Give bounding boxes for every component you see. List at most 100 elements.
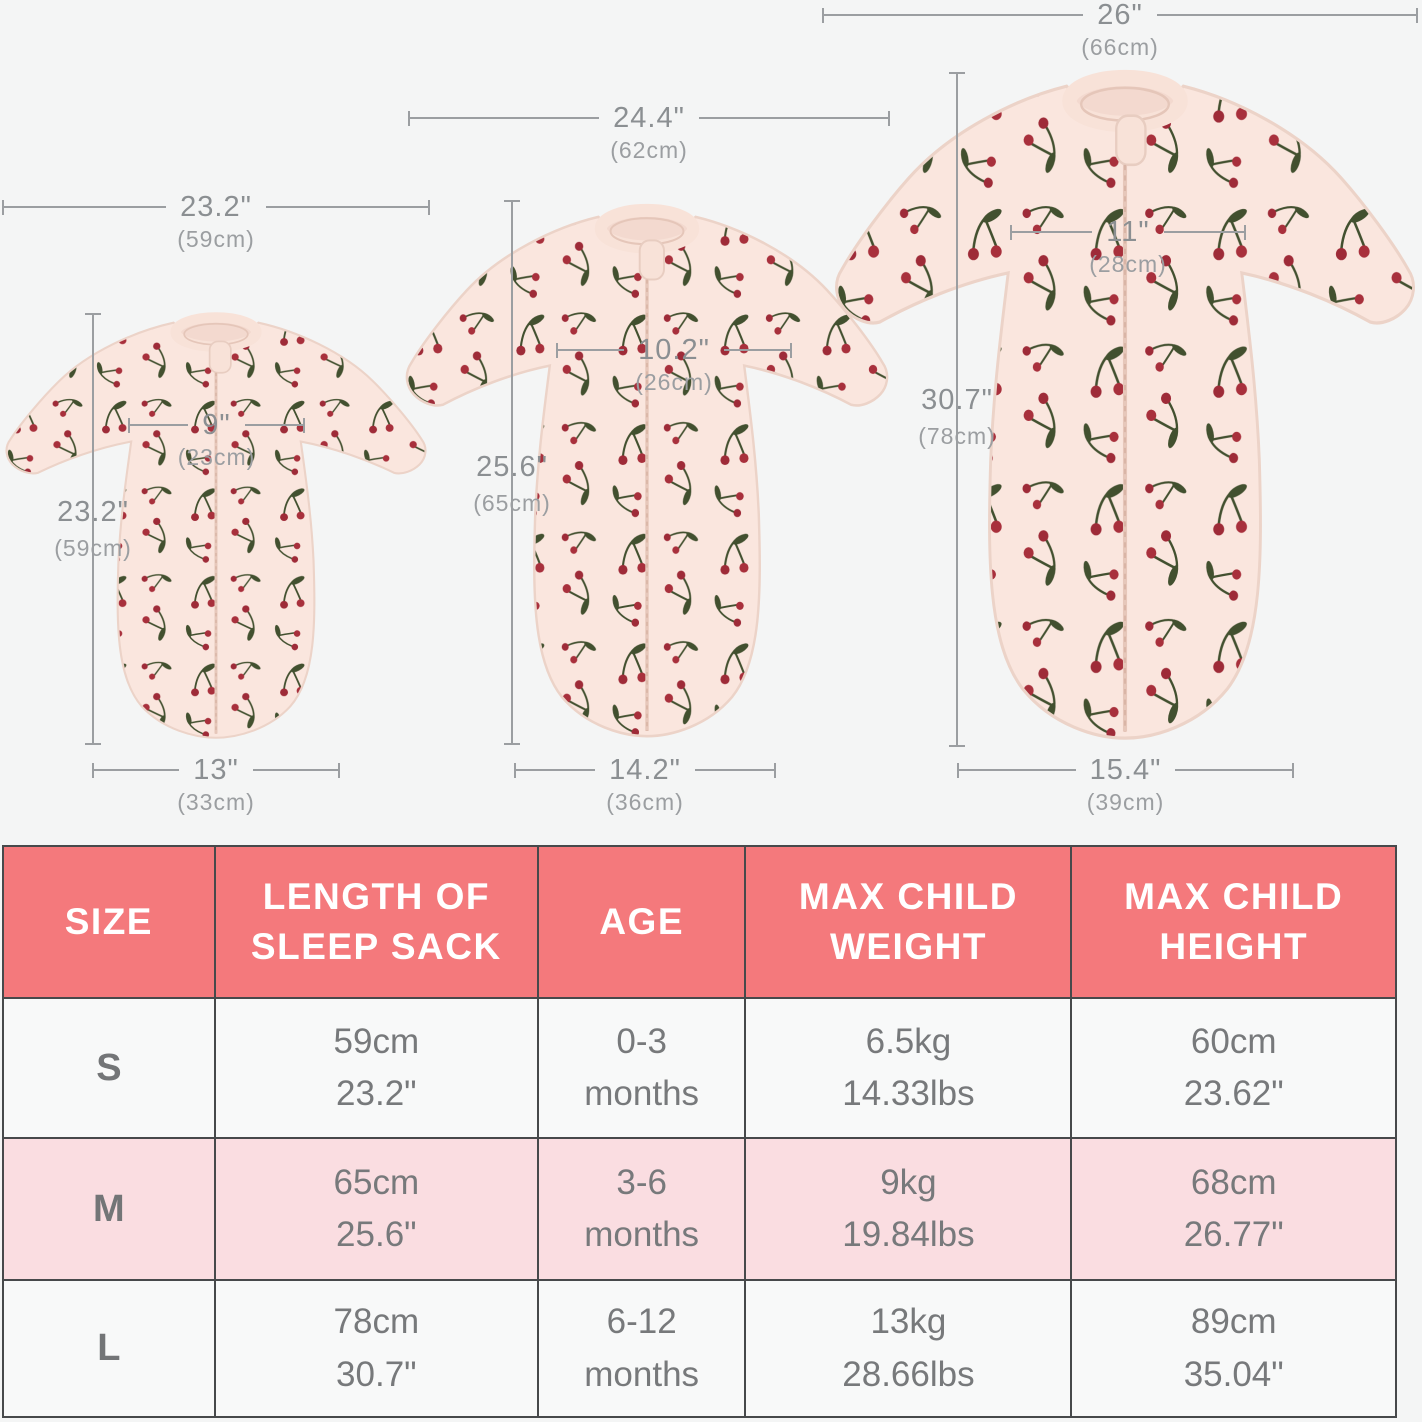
- cell-height-m: 68cm 26.77": [1070, 1137, 1397, 1281]
- dim-line: [694, 769, 774, 771]
- dim-line: [959, 769, 1076, 771]
- dim-line: [1163, 231, 1244, 233]
- cell-age-l: 6-12 months: [536, 1279, 747, 1418]
- height-cm: 89cm: [1190, 1302, 1277, 1341]
- dim-line: [1175, 769, 1292, 771]
- dim-medium-top-inches: 24.4": [613, 101, 685, 134]
- age-unit: months: [584, 1215, 700, 1254]
- dim-small-bottom-width: 13" (33cm): [92, 754, 340, 815]
- age-unit: months: [584, 1354, 700, 1394]
- cell-size-l: L: [2, 1279, 216, 1418]
- cell-age-s: 0-3 months: [536, 997, 747, 1139]
- cell-length-s: 59cm 23.2": [213, 997, 539, 1139]
- dim-tick: [85, 313, 101, 315]
- dim-large-chest-inches: 11": [1106, 215, 1150, 248]
- dim-tick: [1292, 762, 1294, 778]
- age-unit: months: [584, 1074, 700, 1113]
- dim-tick: [556, 342, 558, 358]
- dim-line: [265, 206, 428, 208]
- cell-height-s: 60cm 23.62": [1070, 997, 1397, 1139]
- header-length: LENGTH OF SLEEP SACK: [213, 845, 539, 999]
- dim-small-height: 23.2" (59cm): [54, 313, 131, 745]
- cell-age-m: 3-6 months: [536, 1137, 747, 1281]
- dim-line: [94, 769, 180, 771]
- size-table-header-row: SIZE LENGTH OF SLEEP SACK AGE MAX CHILD …: [2, 845, 1397, 999]
- dim-large-height: 30.7" (78cm): [918, 72, 995, 747]
- length-cm: 59cm: [333, 1021, 420, 1061]
- dim-tick: [504, 743, 520, 745]
- dim-large-bottom-cm: (39cm): [1086, 789, 1165, 815]
- dim-tick: [1244, 224, 1246, 240]
- dim-large-height-cm: (78cm): [918, 423, 996, 449]
- dim-large-top-width: 26" (66cm): [822, 0, 1418, 60]
- cell-length-m: 65cm 25.6": [213, 1137, 539, 1281]
- dim-tick: [428, 199, 430, 215]
- header-max-weight: MAX CHILD WEIGHT: [744, 845, 1073, 999]
- dim-line: [511, 200, 513, 745]
- dim-tick: [774, 762, 776, 778]
- dim-medium-bottom-cm: (36cm): [606, 789, 684, 815]
- weight-lbs: 19.84lbs: [842, 1215, 975, 1254]
- dim-line: [1156, 14, 1416, 16]
- dim-small-chest-width: 9" (23cm): [128, 409, 305, 470]
- dim-tick: [408, 110, 410, 126]
- dim-small-top-width: 23.2" (59cm): [2, 191, 430, 252]
- dim-medium-top-width: 24.4" (62cm): [408, 102, 890, 163]
- weight-kg: 6.5kg: [865, 1021, 952, 1061]
- dim-tick: [957, 762, 959, 778]
- cell-weight-m: 9kg 19.84lbs: [744, 1137, 1073, 1281]
- cell-weight-s: 6.5kg 14.33lbs: [744, 997, 1073, 1139]
- dim-tick: [128, 417, 130, 433]
- sleep-sack-diagram: 23.2" (59cm) 9" (23cm) 23.2" (59cm) 13" …: [2, 0, 1418, 815]
- age-range: 0-3: [616, 1021, 667, 1061]
- dim-tick: [338, 762, 340, 778]
- size-table: SIZE LENGTH OF SLEEP SACK AGE MAX CHILD …: [2, 845, 1397, 1418]
- dim-tick: [1010, 224, 1012, 240]
- header-age: AGE: [536, 845, 747, 999]
- dim-tick: [949, 745, 965, 747]
- dim-medium-height-inches: 25.6": [476, 451, 548, 483]
- dim-line: [244, 424, 303, 426]
- height-in: 26.77": [1183, 1215, 1284, 1254]
- dim-line: [410, 117, 600, 119]
- dim-tick: [2, 199, 4, 215]
- dim-line: [956, 72, 958, 747]
- dim-small-chest-cm: (23cm): [177, 444, 256, 470]
- dim-tick: [1416, 7, 1418, 23]
- length-cm: 78cm: [333, 1302, 420, 1341]
- dim-line: [698, 117, 888, 119]
- length-cm: 65cm: [333, 1162, 420, 1202]
- dim-line: [1012, 231, 1093, 233]
- table-row-l: L 78cm 30.7" 6-12 months 13kg 28.66lbs 8…: [2, 1279, 1397, 1418]
- dim-medium-height-label: 25.6" (65cm): [473, 451, 551, 517]
- cell-size-s: S: [2, 997, 216, 1139]
- height-in: 35.04": [1183, 1354, 1284, 1394]
- dim-tick: [790, 342, 792, 358]
- dim-small-height-inches: 23.2": [57, 496, 129, 528]
- dim-tick: [514, 762, 516, 778]
- dim-small-height-cm: (59cm): [54, 535, 132, 561]
- height-cm: 68cm: [1190, 1162, 1277, 1202]
- age-range: 6-12: [606, 1302, 677, 1341]
- height-in: 23.62": [1183, 1074, 1284, 1113]
- weight-lbs: 14.33lbs: [842, 1074, 975, 1113]
- dim-line: [723, 349, 790, 351]
- dim-large-top-inches: 26": [1097, 0, 1143, 31]
- dim-large-chest-width: 11" (28cm): [1010, 216, 1246, 277]
- dim-medium-height: 25.6" (65cm): [473, 200, 550, 745]
- dim-medium-height-cm: (65cm): [473, 490, 551, 516]
- cell-height-l: 89cm 35.04": [1070, 1279, 1397, 1418]
- dim-line: [130, 424, 189, 426]
- header-size: SIZE: [2, 845, 216, 999]
- length-in: 23.2": [336, 1074, 417, 1113]
- dim-tick: [822, 7, 824, 23]
- dim-large-bottom-width: 15.4" (39cm): [957, 754, 1294, 815]
- dim-line: [516, 769, 596, 771]
- age-range: 3-6: [616, 1162, 667, 1202]
- dim-medium-bottom-inches: 14.2": [609, 753, 681, 786]
- dim-tick: [85, 743, 101, 745]
- header-max-height: MAX CHILD HEIGHT: [1070, 845, 1397, 999]
- dim-line: [92, 313, 94, 745]
- dim-line: [252, 769, 338, 771]
